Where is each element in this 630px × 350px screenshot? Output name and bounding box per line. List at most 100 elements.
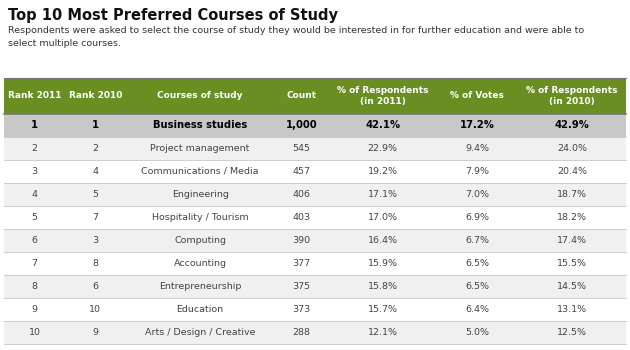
- Text: 17.0%: 17.0%: [368, 213, 398, 222]
- Text: 406: 406: [292, 190, 311, 199]
- Text: 6.7%: 6.7%: [466, 236, 490, 245]
- Bar: [4, 114, 65, 137]
- Text: 19.2%: 19.2%: [368, 167, 398, 176]
- Text: 9: 9: [92, 328, 98, 337]
- Text: % of Votes: % of Votes: [450, 91, 504, 100]
- Bar: [328, 160, 437, 183]
- Text: 6.5%: 6.5%: [466, 282, 490, 291]
- Bar: [126, 183, 275, 206]
- Text: 3: 3: [92, 236, 98, 245]
- Text: Top 10 Most Preferred Courses of Study: Top 10 Most Preferred Courses of Study: [8, 8, 338, 23]
- Bar: [328, 206, 437, 229]
- Text: 1: 1: [31, 120, 38, 131]
- Text: Computing: Computing: [174, 236, 226, 245]
- Bar: [518, 137, 626, 160]
- Bar: [4, 321, 65, 344]
- Bar: [328, 298, 437, 321]
- Bar: [65, 160, 126, 183]
- Bar: [437, 252, 518, 275]
- Text: % of Respondents
(in 2011): % of Respondents (in 2011): [337, 86, 428, 106]
- Text: 15.8%: 15.8%: [368, 282, 398, 291]
- Bar: [126, 229, 275, 252]
- Bar: [437, 206, 518, 229]
- Bar: [518, 114, 626, 137]
- Bar: [275, 229, 328, 252]
- Bar: [126, 78, 275, 114]
- Text: Communications / Media: Communications / Media: [141, 167, 259, 176]
- Text: 6.9%: 6.9%: [466, 213, 490, 222]
- Bar: [518, 160, 626, 183]
- Text: 8: 8: [32, 282, 37, 291]
- Bar: [126, 298, 275, 321]
- Text: Respondents were asked to select the course of study they would be interested in: Respondents were asked to select the cou…: [8, 26, 584, 48]
- Bar: [126, 137, 275, 160]
- Bar: [65, 183, 126, 206]
- Bar: [518, 229, 626, 252]
- Bar: [65, 321, 126, 344]
- Bar: [65, 275, 126, 298]
- Bar: [4, 275, 65, 298]
- Text: 12.5%: 12.5%: [557, 328, 587, 337]
- Text: 14.5%: 14.5%: [557, 282, 587, 291]
- Bar: [65, 229, 126, 252]
- Text: 4: 4: [92, 167, 98, 176]
- Bar: [328, 137, 437, 160]
- Bar: [328, 78, 437, 114]
- Text: 15.9%: 15.9%: [368, 259, 398, 268]
- Text: 8: 8: [92, 259, 98, 268]
- Text: 13.1%: 13.1%: [557, 305, 587, 314]
- Bar: [518, 206, 626, 229]
- Text: Business studies: Business studies: [153, 120, 247, 131]
- Text: 24.0%: 24.0%: [557, 144, 587, 153]
- Text: 16.4%: 16.4%: [368, 236, 398, 245]
- Text: 9.4%: 9.4%: [466, 144, 490, 153]
- Text: 10: 10: [28, 328, 40, 337]
- Text: 5.0%: 5.0%: [466, 328, 490, 337]
- Text: 6: 6: [32, 236, 37, 245]
- Bar: [126, 206, 275, 229]
- Text: Engineering: Engineering: [171, 190, 229, 199]
- Bar: [126, 252, 275, 275]
- Bar: [275, 137, 328, 160]
- Bar: [437, 78, 518, 114]
- Bar: [65, 114, 126, 137]
- Bar: [275, 183, 328, 206]
- Text: 7.9%: 7.9%: [466, 167, 490, 176]
- Text: 1: 1: [92, 120, 99, 131]
- Bar: [275, 160, 328, 183]
- Bar: [437, 298, 518, 321]
- Bar: [126, 321, 275, 344]
- Bar: [4, 78, 65, 114]
- Bar: [275, 206, 328, 229]
- Text: 390: 390: [292, 236, 311, 245]
- Text: 7: 7: [92, 213, 98, 222]
- Text: 6: 6: [92, 282, 98, 291]
- Bar: [126, 275, 275, 298]
- Text: 3: 3: [32, 167, 38, 176]
- Text: 12.1%: 12.1%: [368, 328, 398, 337]
- Bar: [4, 160, 65, 183]
- Text: 288: 288: [292, 328, 311, 337]
- Text: 2: 2: [32, 144, 37, 153]
- Bar: [275, 298, 328, 321]
- Text: Education: Education: [176, 305, 224, 314]
- Text: Count: Count: [287, 91, 316, 100]
- Text: 18.7%: 18.7%: [557, 190, 587, 199]
- Bar: [518, 183, 626, 206]
- Text: 22.9%: 22.9%: [368, 144, 398, 153]
- Text: 9: 9: [32, 305, 37, 314]
- Bar: [275, 114, 328, 137]
- Text: 17.2%: 17.2%: [460, 120, 495, 131]
- Text: Hospitality / Tourism: Hospitality / Tourism: [152, 213, 248, 222]
- Text: 403: 403: [292, 213, 311, 222]
- Text: 17.4%: 17.4%: [557, 236, 587, 245]
- Bar: [437, 137, 518, 160]
- Text: 15.5%: 15.5%: [557, 259, 587, 268]
- Bar: [328, 252, 437, 275]
- Text: Entrepreneurship: Entrepreneurship: [159, 282, 241, 291]
- Bar: [65, 206, 126, 229]
- Bar: [437, 275, 518, 298]
- Bar: [4, 298, 65, 321]
- Text: 15.7%: 15.7%: [368, 305, 398, 314]
- Text: 7: 7: [32, 259, 37, 268]
